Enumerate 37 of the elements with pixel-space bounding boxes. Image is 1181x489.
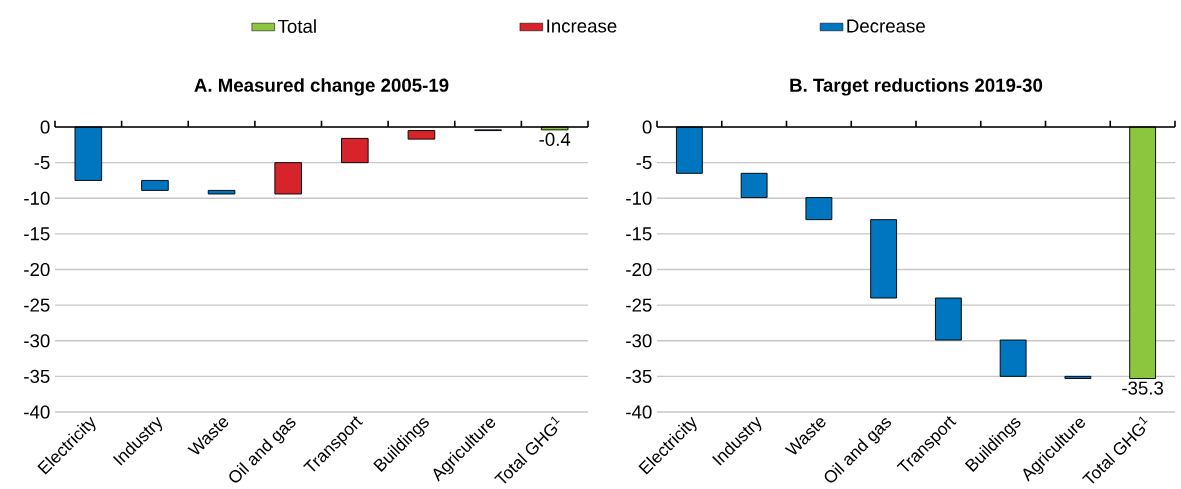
data-label: -0.4 (539, 132, 571, 147)
y-tick-label: -10 (626, 191, 652, 205)
y-tick-label: 0 (40, 120, 50, 134)
bar (207, 189, 236, 195)
y-tick-label: -30 (24, 334, 50, 348)
y-tick-label: -40 (24, 405, 50, 419)
bar (341, 137, 369, 164)
y-tick-label: -15 (626, 227, 652, 241)
y-tick-label: -35 (626, 369, 652, 383)
chart-title: A. Measured change 2005-19 (194, 78, 449, 96)
bar (141, 179, 169, 191)
bar (999, 339, 1027, 377)
y-tick-label: 0 (642, 120, 652, 134)
bar (274, 162, 302, 195)
y-tick-label: -5 (636, 156, 652, 170)
y-tick-label: -15 (24, 227, 50, 241)
y-tick-label: -35 (24, 369, 50, 383)
data-label: -35.3 (1122, 381, 1164, 395)
y-tick-label: -25 (24, 298, 50, 312)
legend-label: Total (278, 19, 316, 33)
y-tick-label: -20 (626, 262, 652, 277)
y-tick-label: -25 (626, 298, 652, 312)
bar (1064, 375, 1092, 379)
legend-label: Increase (547, 19, 617, 33)
bar (934, 297, 962, 341)
bar (870, 219, 898, 299)
y-tick-label: -10 (24, 191, 50, 205)
chart-title: B. Target reductions 2019-30 (790, 78, 1043, 96)
y-tick-label: -5 (34, 156, 50, 170)
y-tick-label: -40 (626, 405, 652, 419)
y-tick-label: -20 (24, 262, 50, 277)
y-tick-label: -30 (626, 334, 652, 348)
bar (805, 197, 833, 221)
legend-label: Decrease (847, 19, 925, 33)
bar (740, 172, 768, 199)
x-tick-label: Oil and gas (229, 418, 296, 483)
bar (407, 130, 436, 140)
